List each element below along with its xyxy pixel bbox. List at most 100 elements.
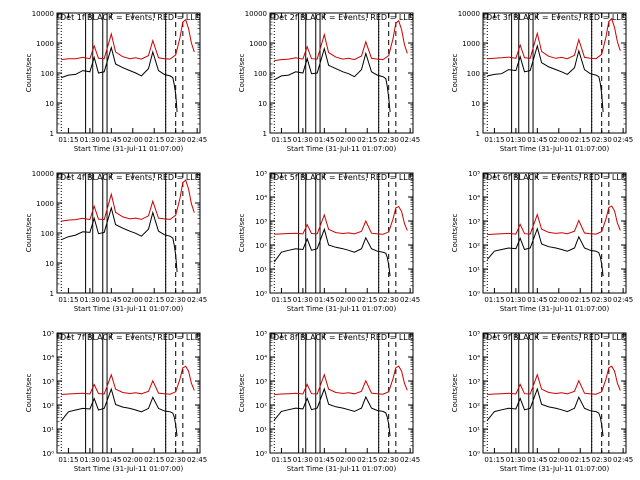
- y-axis-label: Counts/sec: [451, 214, 459, 253]
- panel-2: Det 2f BLACK = Events, RED = LLD 1 10 100 100…: [238, 10, 420, 153]
- y-tick-label: 10: [258, 100, 267, 108]
- panel-title: Det 1f: [60, 13, 85, 22]
- y-axis-label: Counts/sec: [238, 54, 246, 93]
- legend-text: BLACK = Events, RED = LLD: [300, 173, 414, 182]
- x-tick-label: 01:15: [271, 136, 291, 144]
- x-tick-label: 02:45: [400, 456, 420, 464]
- y-tick-label: 10²: [468, 402, 480, 410]
- x-tick-label: 02:45: [400, 296, 420, 304]
- x-tick-label: 01:45: [101, 296, 121, 304]
- x-axis-label: Start Time (31-Jul-11 01:07:00): [287, 305, 397, 313]
- legend-box: [57, 333, 63, 339]
- y-tick-label: 10000: [32, 10, 54, 18]
- y-axis-label: Counts/sec: [25, 374, 33, 413]
- panel-title: Det 8f: [273, 333, 298, 342]
- y-tick-label: 10⁴: [42, 354, 54, 362]
- x-tick-label: 01:15: [271, 456, 291, 464]
- x-tick-label: 01:45: [314, 296, 334, 304]
- x-tick-label: 02:00: [336, 296, 356, 304]
- plot-frame: [482, 12, 627, 134]
- x-tick-label: 02:45: [187, 296, 207, 304]
- y-tick-label: 10000: [458, 10, 480, 18]
- x-tick-label: 02:30: [592, 136, 612, 144]
- y-tick-label: 10⁰: [255, 450, 267, 458]
- x-axis-label: Start Time (31-Jul-11 01:07:00): [287, 465, 397, 473]
- x-tick-label: 01:45: [101, 456, 121, 464]
- series-line-lld: [274, 365, 408, 396]
- x-tick-label: 02:30: [592, 456, 612, 464]
- y-tick-label: 1000: [36, 40, 54, 48]
- x-tick-label: 01:30: [80, 296, 100, 304]
- series-line-events: [274, 46, 391, 113]
- y-tick-label: 10⁵: [42, 330, 54, 338]
- x-tick-label: 02:30: [592, 296, 612, 304]
- y-tick-label: 10¹: [42, 426, 54, 434]
- x-tick-label: 02:00: [549, 296, 569, 304]
- legend-box: [483, 333, 489, 339]
- y-tick-label: 10²: [255, 242, 267, 250]
- y-tick-label: 10⁵: [468, 330, 480, 338]
- x-tick-label: 01:30: [506, 136, 526, 144]
- y-tick-label: 10⁵: [468, 170, 480, 178]
- panel-title: Det 3f: [486, 13, 511, 22]
- x-tick-label: 02:30: [379, 136, 399, 144]
- y-tick-label: 10²: [42, 402, 54, 410]
- x-tick-label: 02:15: [570, 296, 590, 304]
- y-tick-label: 10⁵: [255, 170, 267, 178]
- panel-5: Det 5f BLACK = Events, RED = LLD 10⁰ 10¹ 10²…: [238, 170, 420, 313]
- y-axis-label: Counts/sec: [25, 54, 33, 93]
- y-tick-label: 10⁴: [255, 194, 267, 202]
- series-line-lld: [274, 19, 408, 62]
- y-tick-label: 100: [254, 70, 267, 78]
- x-axis-label: Start Time (31-Jul-11 01:07:00): [500, 465, 610, 473]
- plot-frame: [269, 12, 414, 134]
- x-tick-label: 01:30: [506, 296, 526, 304]
- x-axis-label: Start Time (31-Jul-11 01:07:00): [287, 145, 397, 153]
- y-tick-label: 10⁴: [468, 194, 480, 202]
- series-line-events: [486, 227, 604, 277]
- y-tick-label: 10⁰: [468, 290, 480, 298]
- y-tick-label: 10⁰: [42, 450, 54, 458]
- x-tick-label: 01:15: [58, 136, 78, 144]
- series-line-events: [273, 227, 391, 277]
- panel-8: Det 8f BLACK = Events, RED = LLD 10⁰ 10¹ 10²…: [238, 330, 420, 473]
- x-tick-label: 01:30: [293, 136, 313, 144]
- panel-7: Det 7f BLACK = Events, RED = LLD 10⁰ 10¹ 10²…: [25, 330, 207, 473]
- x-tick-label: 02:30: [379, 456, 399, 464]
- x-tick-label: 01:45: [527, 456, 547, 464]
- x-tick-label: 01:15: [58, 296, 78, 304]
- x-tick-label: 02:45: [187, 456, 207, 464]
- x-tick-label: 02:15: [144, 136, 164, 144]
- y-tick-label: 1000: [36, 200, 54, 208]
- legend-text: BLACK = Events, RED = LLD: [300, 13, 414, 22]
- x-tick-label: 02:15: [144, 456, 164, 464]
- x-tick-label: 01:30: [293, 456, 313, 464]
- panel-1: Det 1f BLACK = Events, RED = LLD 1 10 100 100…: [25, 10, 207, 153]
- x-tick-label: 02:15: [357, 136, 377, 144]
- x-tick-label: 01:45: [527, 296, 547, 304]
- x-tick-label: 02:15: [357, 296, 377, 304]
- y-axis-label: Counts/sec: [451, 54, 459, 93]
- x-tick-label: 01:15: [484, 296, 504, 304]
- x-tick-label: 02:30: [166, 296, 186, 304]
- series-line-events: [487, 43, 604, 113]
- y-tick-label: 10: [471, 100, 480, 108]
- x-axis-label: Start Time (31-Jul-11 01:07:00): [74, 465, 184, 473]
- x-tick-label: 01:30: [80, 456, 100, 464]
- legend-text: BLACK = Events, RED = LLD: [513, 173, 627, 182]
- legend-text: BLACK = Events, RED = LLD: [87, 173, 201, 182]
- panel-4: Det 4f BLACK = Events, RED = LLD 1 10 100 100…: [25, 170, 207, 313]
- panel-title: Det 6f: [486, 173, 511, 182]
- y-tick-label: 10³: [468, 218, 480, 226]
- x-tick-label: 01:45: [314, 456, 334, 464]
- series-line-lld: [487, 205, 621, 236]
- series-line-events: [273, 387, 391, 437]
- x-tick-label: 01:30: [293, 296, 313, 304]
- x-tick-label: 02:00: [549, 456, 569, 464]
- plot-frame: [269, 172, 414, 294]
- x-tick-label: 02:00: [123, 456, 143, 464]
- x-tick-label: 02:30: [166, 456, 186, 464]
- x-axis-label: Start Time (31-Jul-11 01:07:00): [500, 145, 610, 153]
- x-tick-label: 02:00: [123, 136, 143, 144]
- y-tick-label: 10⁴: [468, 354, 480, 362]
